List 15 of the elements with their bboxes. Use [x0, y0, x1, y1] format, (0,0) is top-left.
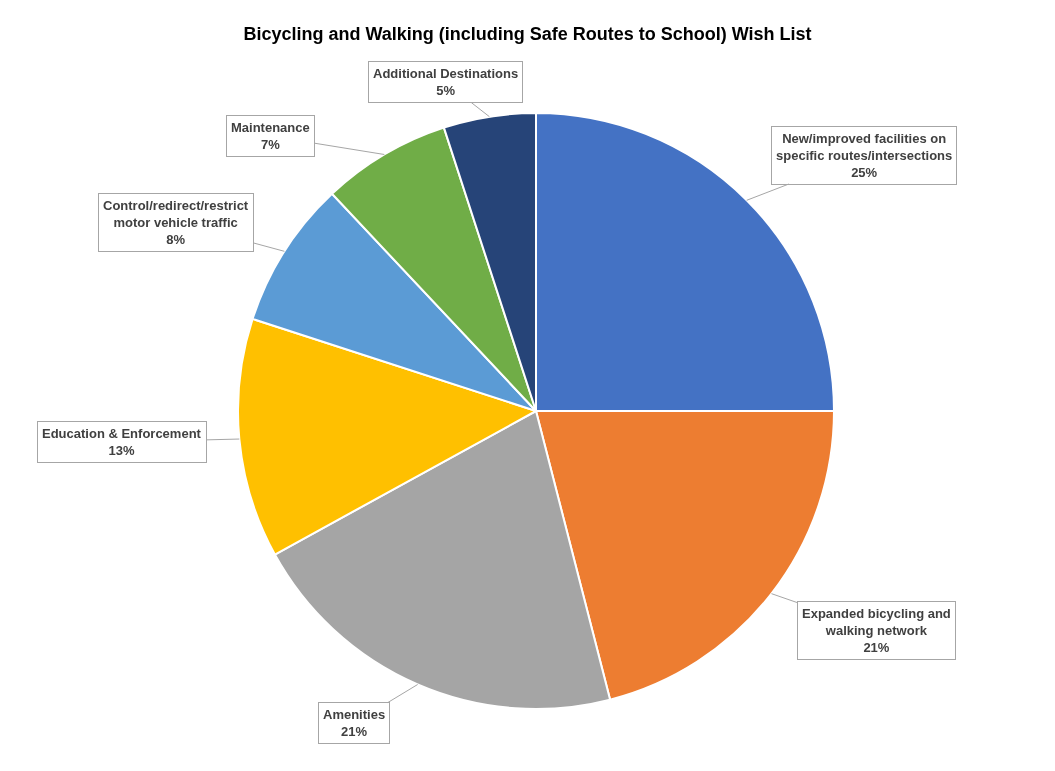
- data-label: 13%: [108, 442, 135, 458]
- slice-label: Expanded bicycling and walking network: [802, 606, 951, 638]
- data-label: 7%: [260, 136, 281, 152]
- slice-label: Control/redirect/restrict motor vehicle traffic: [103, 198, 249, 230]
- slice-label: Additional Destinations: [373, 66, 519, 81]
- slice-label: Maintenance: [231, 120, 310, 135]
- data-label: 21%: [863, 639, 890, 655]
- data-label: 21%: [341, 723, 368, 739]
- data-label: 5%: [436, 82, 456, 98]
- slice-label: Amenities: [323, 707, 386, 722]
- data-label: 25%: [851, 164, 878, 180]
- slice-label: New/improved facilities on specific routes/intersections: [776, 131, 953, 163]
- slice-label: Education & Enforcement: [42, 426, 202, 441]
- chart-title: Bicycling and Walking (including Safe Routes to School) Wish List: [243, 23, 812, 44]
- data-label: 8%: [166, 231, 186, 247]
